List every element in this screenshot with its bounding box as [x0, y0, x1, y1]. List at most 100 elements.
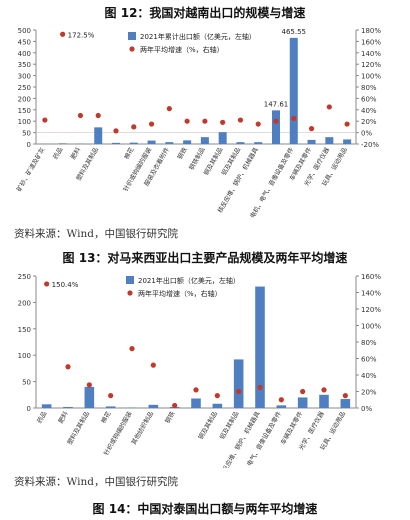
category-label: 钢铁	[176, 146, 189, 161]
y-left-tick-label: 150	[18, 326, 31, 334]
category-label: 其他纺织制品	[130, 410, 155, 446]
bar	[200, 137, 209, 144]
growth-point	[95, 112, 101, 119]
y-left-tick-label: 500	[18, 27, 31, 35]
bar	[340, 399, 351, 408]
bar	[212, 403, 223, 408]
y-right-tick-label: 60%	[361, 95, 377, 103]
bar	[58, 143, 67, 144]
bar	[94, 127, 103, 144]
bar	[183, 140, 192, 144]
growth-point	[278, 397, 284, 403]
y-right-tick-label: 160%	[361, 273, 381, 281]
y-left-tick-label: 250	[18, 84, 31, 92]
y-left-tick-label: 0	[27, 141, 31, 149]
data-annotation: 465.55	[282, 28, 307, 36]
category-label: 肥料	[69, 146, 82, 161]
category-label: 钢铁	[163, 410, 176, 425]
bar	[41, 404, 52, 408]
y-right-tick-label: 120%	[361, 61, 381, 69]
bar	[191, 398, 201, 408]
growth-point	[113, 128, 119, 134]
growth-point	[273, 118, 279, 124]
y-right-tick-label: 100%	[361, 73, 381, 81]
category-label: 塑料及其制品	[66, 410, 91, 446]
y-right-tick-label: 0%	[361, 130, 372, 138]
legend-bar-label: 2021年累计出口额（亿美元，左轴）	[140, 32, 256, 41]
figure-13-title: 图 13：对马来西亚出口主要产品规模及两年平均增速	[62, 251, 348, 265]
legend-dot-label: 两年平均增速（%，右轴）	[138, 289, 222, 298]
growth-point	[257, 384, 263, 390]
bar	[147, 140, 156, 144]
y-left-tick-label: 50	[22, 130, 31, 138]
growth-point	[291, 115, 297, 121]
growth-point	[129, 346, 135, 352]
y-right-tick-label: 140%	[361, 290, 381, 298]
legend-dot-swatch	[127, 290, 133, 296]
y-right-tick-label: 20%	[361, 118, 377, 126]
growth-point	[308, 126, 315, 132]
bar	[276, 405, 287, 408]
y-left-tick-label: 50	[22, 379, 31, 387]
data-annotation: 150.4%	[52, 281, 79, 289]
y-left-tick-label: 200	[18, 95, 31, 103]
growth-point	[42, 117, 48, 123]
bar	[254, 142, 263, 144]
growth-point	[150, 362, 156, 368]
bar	[307, 139, 316, 144]
growth-point	[236, 388, 242, 395]
y-right-tick-label: 0%	[361, 405, 372, 413]
growth-point	[321, 387, 327, 393]
y-right-tick-label: 60%	[361, 356, 377, 364]
data-annotation: 172.5%	[68, 31, 95, 39]
bar	[233, 359, 244, 408]
chart-malaysia: 0 50 100 150 200 250 0% 20% 40% 60% 80% 100% 120% 140…	[8, 268, 402, 484]
y-left-tick-label: 250	[18, 273, 31, 281]
growth-point	[342, 393, 348, 399]
y-left-tick-label: 100	[18, 352, 31, 360]
y-right-tick-label: 80%	[361, 84, 377, 92]
y-left-tick-label: 100	[18, 118, 31, 126]
y-left-tick-label: 350	[18, 61, 31, 69]
y-left-tick-label: 400	[18, 50, 31, 58]
legend-dot-swatch	[129, 46, 135, 52]
bar	[112, 142, 120, 144]
legend-bar-swatch	[126, 276, 134, 284]
y-right-tick-label: 40%	[361, 107, 377, 115]
y-right-tick-label: 80%	[361, 339, 377, 347]
growth-point	[214, 393, 220, 399]
y-right-tick-label: 120%	[361, 306, 381, 314]
category-label: 药品	[35, 410, 48, 425]
bar	[218, 132, 227, 144]
y-right-tick-label: 140%	[361, 50, 381, 58]
bar	[236, 142, 245, 144]
bar	[105, 406, 116, 408]
y-right-tick-label: 160%	[361, 38, 381, 46]
legend-dot-label: 两年平均增速（%，右轴）	[140, 45, 224, 54]
bar	[297, 397, 308, 408]
y-right-tick-label: 20%	[361, 389, 377, 397]
source-note-2: 资料来源：Wind，中国银行研究院	[14, 476, 178, 488]
category-label: 铜及其制品	[197, 410, 219, 441]
category-label: 棉花	[122, 146, 135, 161]
growth-point	[202, 118, 208, 124]
bar	[165, 142, 174, 144]
category-label: 车辆及其零件	[279, 410, 304, 446]
category-label: 药品	[51, 146, 64, 161]
source-note-1: 资料来源：Wind，中国银行研究院	[14, 228, 178, 240]
growth-point	[65, 364, 71, 370]
growth-point	[344, 121, 350, 127]
y-left-tick-label: 300	[18, 73, 31, 81]
bar	[319, 394, 329, 408]
growth-point	[172, 402, 178, 409]
legend-bar-swatch	[128, 32, 136, 40]
bar	[148, 404, 159, 408]
bar	[343, 139, 352, 144]
growth-point	[108, 393, 114, 399]
bar	[272, 110, 280, 144]
figure-12-title: 图 12：我国对越南出口的规模与增速	[104, 6, 306, 20]
growth-point	[166, 106, 172, 112]
growth-point	[184, 118, 190, 124]
growth-point	[44, 281, 50, 287]
growth-point	[255, 121, 261, 127]
